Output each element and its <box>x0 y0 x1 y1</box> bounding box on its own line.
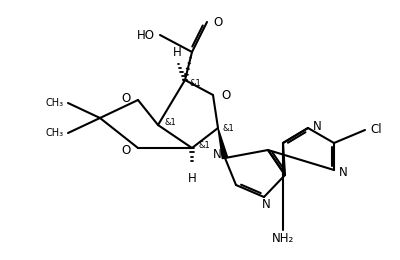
Text: NH₂: NH₂ <box>272 231 294 244</box>
Polygon shape <box>218 128 228 159</box>
Text: H: H <box>188 172 196 185</box>
Text: HO: HO <box>137 29 155 42</box>
Text: H: H <box>173 46 181 58</box>
Text: N: N <box>313 120 321 133</box>
Text: O: O <box>213 16 222 29</box>
Text: &1: &1 <box>189 79 201 88</box>
Text: O: O <box>122 92 131 105</box>
Text: N: N <box>339 166 347 179</box>
Text: O: O <box>221 88 230 101</box>
Text: &1: &1 <box>198 140 210 150</box>
Text: &1: &1 <box>222 124 234 133</box>
Text: Cl: Cl <box>370 122 382 135</box>
Text: CH₃: CH₃ <box>46 128 64 138</box>
Text: &1: &1 <box>164 118 176 127</box>
Text: CH₃: CH₃ <box>46 98 64 108</box>
Text: N: N <box>262 198 270 211</box>
Text: N: N <box>213 148 221 161</box>
Text: O: O <box>122 144 131 157</box>
